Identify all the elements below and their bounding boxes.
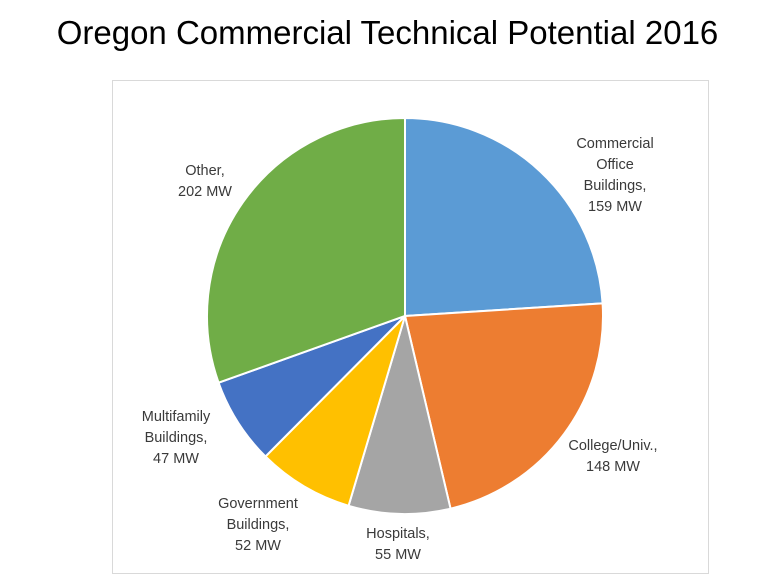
slice-label-1: College/Univ., 148 MW <box>568 438 657 475</box>
slice-label-line: 148 MW <box>586 459 640 475</box>
pie-slice-1 <box>403 302 604 510</box>
slice-label-line: Government <box>218 496 298 512</box>
slice-label-line: 55 MW <box>375 547 421 563</box>
slice-label-3: Government Buildings, 52 MW <box>218 496 298 554</box>
slice-label-line: Buildings, <box>227 517 290 533</box>
slice-label-2: Hospitals, 55 MW <box>366 526 430 563</box>
slice-label-line: Commercial <box>576 136 653 152</box>
slice-label-line: 52 MW <box>235 538 281 554</box>
slice-label-line: Hospitals, <box>366 526 430 542</box>
pie-slice-3 <box>264 315 406 508</box>
chart-title: Oregon Commercial Technical Potential 20… <box>56 14 719 51</box>
slice-label-line: College/Univ., <box>568 438 657 454</box>
pie-slice-2 <box>347 312 452 515</box>
slice-label-line: 159 MW <box>588 199 642 215</box>
slice-label-5: Other, 202 MW <box>178 163 232 200</box>
slice-label-line: Multifamily <box>142 409 211 425</box>
chart-area <box>112 80 709 574</box>
slice-label-line: Office <box>596 157 634 173</box>
pie-slice-0 <box>404 116 604 318</box>
slice-label-4: Multifamily Buildings, 47 MW <box>142 409 211 467</box>
slice-label-line: Buildings, <box>584 178 647 194</box>
slice-label-line: 202 MW <box>178 184 232 200</box>
pie-slice-5 <box>206 116 406 384</box>
slice-label-0: Commercial Office Buildings, 159 MW <box>576 136 653 215</box>
slice-label-line: Other, <box>185 163 225 179</box>
slice-label-line: Buildings, <box>145 430 208 446</box>
slice-label-line: 47 MW <box>153 451 199 467</box>
